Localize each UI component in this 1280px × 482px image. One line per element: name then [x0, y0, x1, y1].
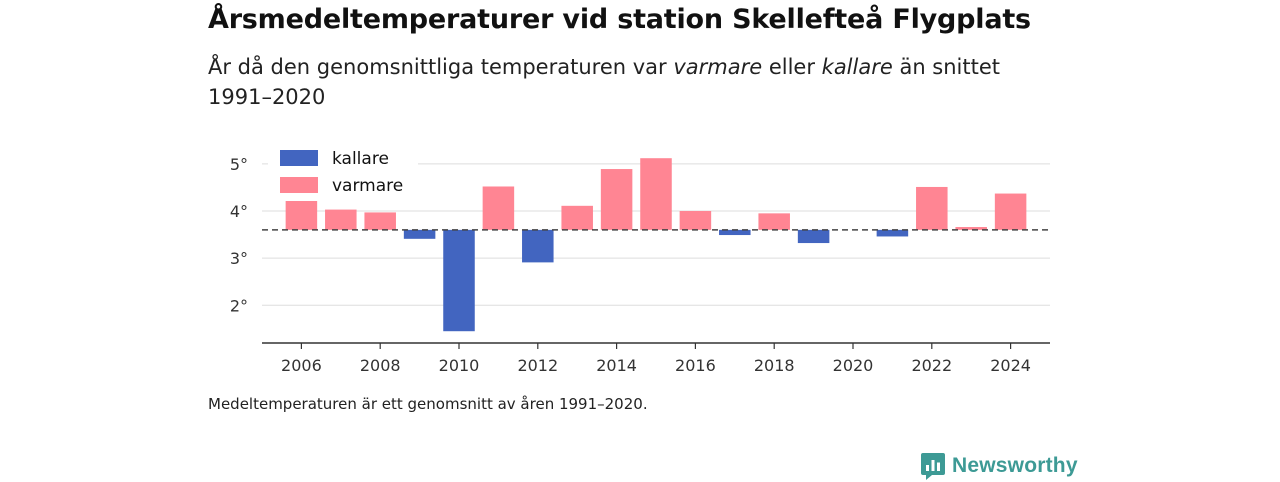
x-tick-label: 2006	[281, 356, 322, 375]
x-tick-label: 2016	[675, 356, 716, 375]
x-tick-label: 2018	[754, 356, 795, 375]
legend-label-kallare: kallare	[332, 149, 389, 169]
bar-2024	[994, 193, 1027, 230]
bars	[285, 158, 1027, 332]
bar-2011	[482, 186, 515, 230]
y-tick-label: 3°	[230, 249, 248, 268]
y-tick-label: 2°	[230, 296, 248, 315]
subtitle-text-2: eller	[762, 55, 822, 79]
x-tick-label: 2022	[911, 356, 952, 375]
bar-2007	[325, 209, 357, 230]
x-tick-label: 2014	[596, 356, 637, 375]
bar-2017	[719, 229, 751, 236]
subtitle-text-3: än snittet 1991–2020	[208, 55, 1001, 109]
x-tick-label: 2020	[833, 356, 874, 375]
x-tick-label: 2012	[517, 356, 558, 375]
bar-2022	[916, 186, 948, 230]
bar-2009	[403, 229, 436, 239]
legend-label-varmare: varmare	[332, 176, 403, 196]
subtitle-warm: varmare	[673, 55, 763, 79]
newsworthy-logo[interactable]: Newsworthy	[920, 450, 1078, 482]
subtitle-text-1: År då den genomsnittliga temperaturen va…	[208, 55, 674, 79]
y-tick-label: 4°	[230, 202, 248, 221]
x-tick-label: 2024	[990, 356, 1031, 375]
bar-2014	[600, 169, 633, 230]
newsworthy-logo-icon	[921, 453, 945, 480]
footnote: Medeltemperaturen är ett genomsnitt av å…	[208, 395, 648, 413]
bar-2023	[955, 227, 987, 230]
x-tick-labels: 2006 2008 2010 2012 2014 2016 2018 2020 2022 2024	[281, 343, 1031, 375]
x-tick-label: 2010	[439, 356, 480, 375]
bar-2015	[640, 158, 672, 230]
bar-2019	[797, 229, 830, 244]
bar-2006	[285, 197, 318, 230]
bar-2013	[561, 205, 593, 230]
bar-2008	[364, 212, 396, 230]
subtitle-cold: kallare	[821, 55, 893, 79]
newsworthy-logo-text: Newsworthy	[952, 454, 1078, 477]
bar-2018	[758, 213, 790, 230]
bar-2010	[443, 229, 475, 332]
legend-swatch-kallare	[280, 150, 318, 166]
bar-2016	[679, 211, 712, 230]
y-tick-labels: 2° 3° 4° 5°	[230, 155, 248, 315]
chart-subtitle: År då den genomsnittliga temperaturen va…	[208, 52, 1028, 112]
legend-swatch-varmare	[280, 177, 318, 193]
chart-title: Årsmedeltemperaturer vid station Skellef…	[208, 4, 1031, 35]
legend: kallare varmare	[268, 145, 418, 201]
bar-2021	[876, 229, 909, 237]
y-tick-label: 5°	[230, 155, 248, 174]
x-tick-label: 2008	[360, 356, 401, 375]
bar-2012	[522, 229, 554, 263]
